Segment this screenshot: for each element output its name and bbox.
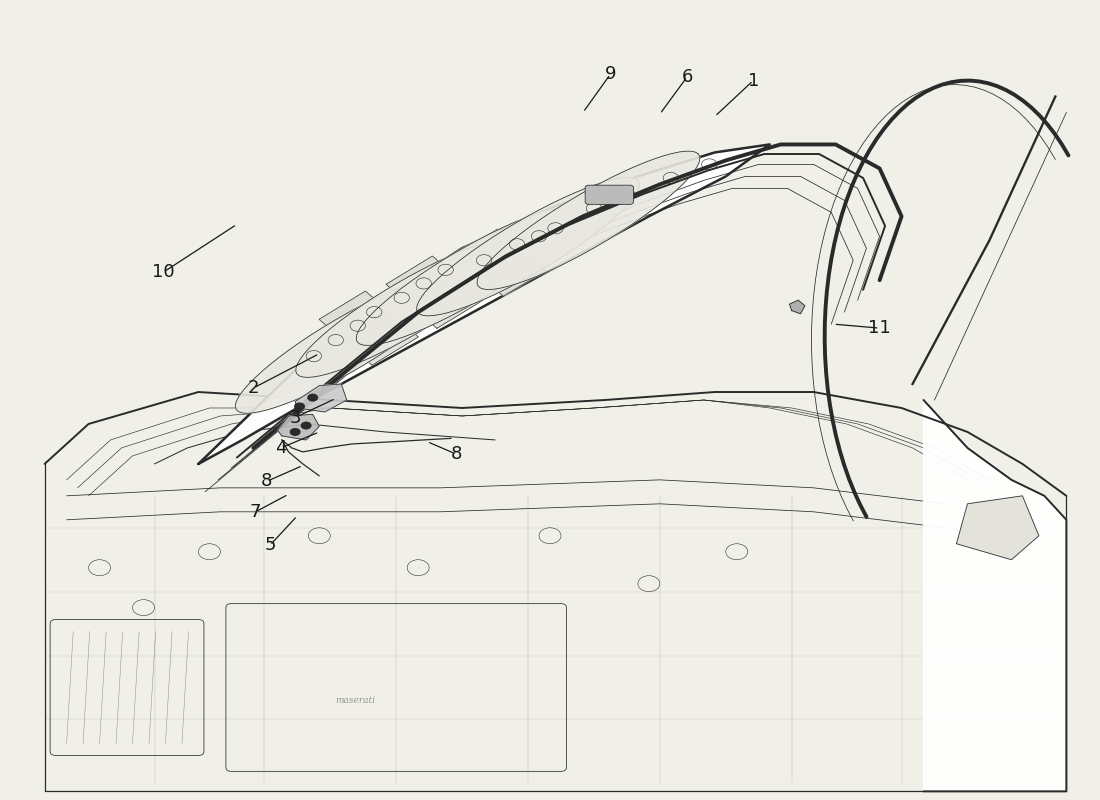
Polygon shape xyxy=(277,414,319,440)
Text: 6: 6 xyxy=(682,67,693,86)
Circle shape xyxy=(300,422,311,430)
Text: 4: 4 xyxy=(275,439,287,457)
Text: 7: 7 xyxy=(250,503,262,521)
Text: 5: 5 xyxy=(264,536,276,554)
Text: maserati: maserati xyxy=(336,697,376,706)
Circle shape xyxy=(289,428,300,436)
FancyBboxPatch shape xyxy=(585,185,634,204)
Polygon shape xyxy=(356,207,579,346)
Text: 1: 1 xyxy=(748,71,759,90)
Polygon shape xyxy=(957,496,1038,560)
Text: 2: 2 xyxy=(248,379,260,397)
Text: 10: 10 xyxy=(152,263,175,282)
Text: 8: 8 xyxy=(261,473,272,490)
Circle shape xyxy=(294,402,305,410)
Text: 11: 11 xyxy=(868,319,891,337)
Polygon shape xyxy=(417,178,639,316)
Polygon shape xyxy=(790,300,805,314)
Polygon shape xyxy=(296,239,518,378)
Polygon shape xyxy=(319,291,418,365)
Polygon shape xyxy=(386,256,483,328)
Polygon shape xyxy=(198,145,770,464)
Text: 9: 9 xyxy=(605,65,616,83)
Polygon shape xyxy=(295,384,346,412)
Polygon shape xyxy=(477,151,700,290)
Polygon shape xyxy=(235,275,459,414)
Circle shape xyxy=(307,394,318,402)
Polygon shape xyxy=(455,229,546,296)
Text: 3: 3 xyxy=(289,409,301,426)
Text: 8: 8 xyxy=(451,446,462,463)
Polygon shape xyxy=(924,400,1066,791)
